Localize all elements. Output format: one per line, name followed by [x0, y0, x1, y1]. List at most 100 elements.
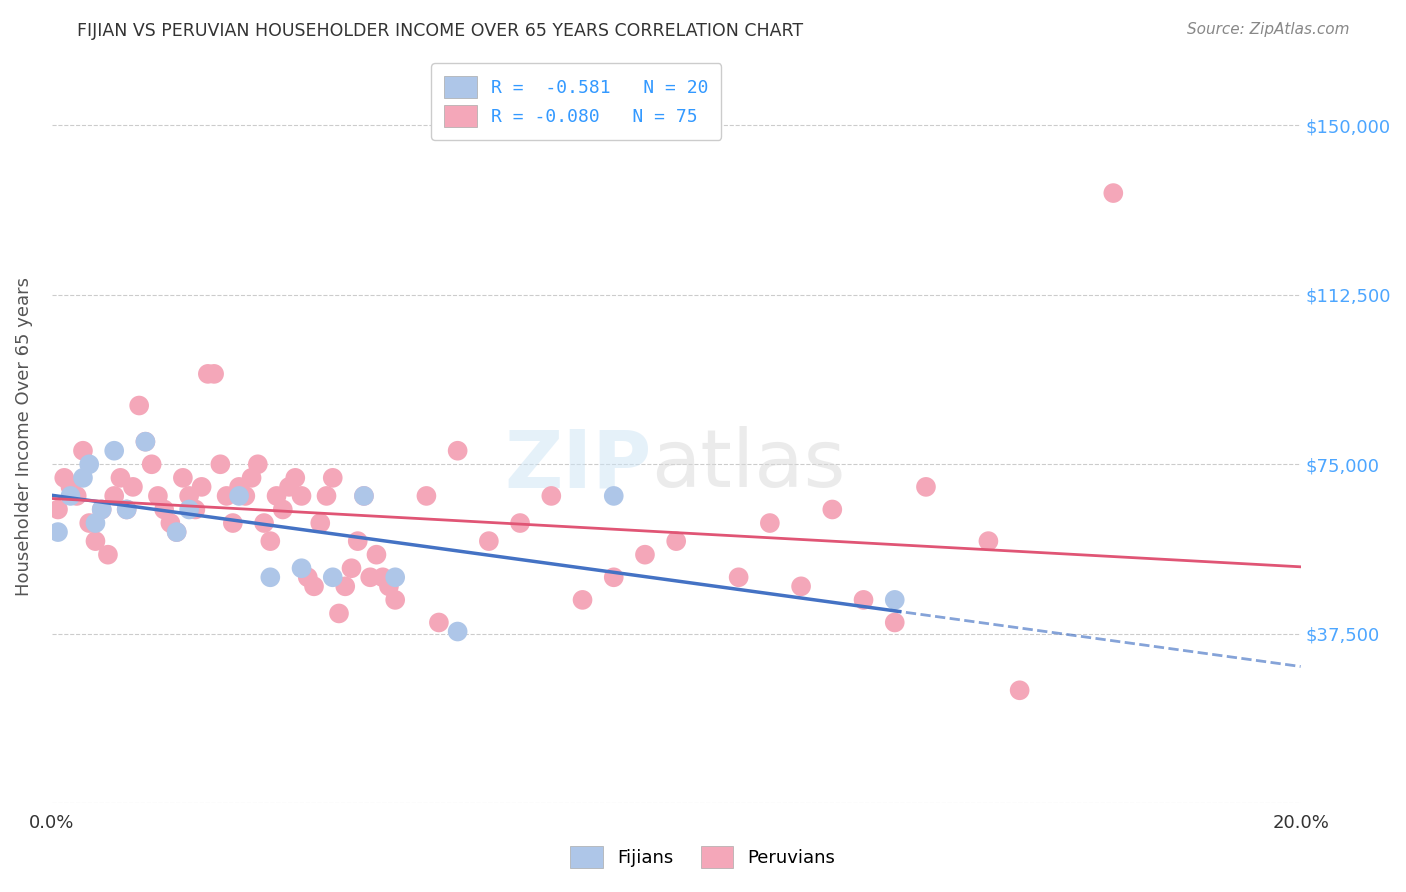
- Legend: R =  -0.581   N = 20, R = -0.080   N = 75: R = -0.581 N = 20, R = -0.080 N = 75: [432, 63, 721, 140]
- Point: [852, 593, 875, 607]
- Point: [103, 443, 125, 458]
- Point: [77, 516, 100, 530]
- Point: [603, 570, 626, 584]
- Point: [290, 489, 312, 503]
- Y-axis label: Householder Income Over 65 years: Householder Income Over 65 years: [15, 277, 32, 596]
- Point: [297, 570, 319, 584]
- Point: [46, 502, 69, 516]
- Point: [46, 525, 69, 540]
- Point: [97, 548, 120, 562]
- Point: [233, 489, 256, 503]
- Point: [540, 489, 562, 503]
- Point: [84, 534, 107, 549]
- Point: [883, 615, 905, 630]
- Point: [478, 534, 501, 549]
- Point: [366, 548, 388, 562]
- Point: [179, 489, 201, 503]
- Point: [977, 534, 1000, 549]
- Point: [115, 502, 138, 516]
- Legend: Fijians, Peruvians: Fijians, Peruvians: [560, 835, 846, 879]
- Point: [322, 570, 344, 584]
- Point: [128, 399, 150, 413]
- Point: [134, 434, 156, 449]
- Point: [346, 534, 368, 549]
- Point: [335, 579, 357, 593]
- Point: [446, 624, 468, 639]
- Point: [278, 480, 301, 494]
- Point: [727, 570, 749, 584]
- Point: [371, 570, 394, 584]
- Point: [90, 502, 112, 516]
- Text: FIJIAN VS PERUVIAN HOUSEHOLDER INCOME OVER 65 YEARS CORRELATION CHART: FIJIAN VS PERUVIAN HOUSEHOLDER INCOME OV…: [77, 22, 803, 40]
- Point: [302, 579, 325, 593]
- Point: [315, 489, 337, 503]
- Point: [166, 525, 188, 540]
- Point: [240, 471, 263, 485]
- Point: [179, 502, 201, 516]
- Point: [359, 570, 381, 584]
- Point: [322, 471, 344, 485]
- Point: [790, 579, 813, 593]
- Point: [353, 489, 375, 503]
- Point: [271, 502, 294, 516]
- Point: [253, 516, 276, 530]
- Point: [284, 471, 307, 485]
- Point: [665, 534, 688, 549]
- Point: [1102, 186, 1125, 200]
- Point: [290, 561, 312, 575]
- Point: [115, 502, 138, 516]
- Point: [309, 516, 332, 530]
- Point: [172, 471, 194, 485]
- Point: [184, 502, 207, 516]
- Point: [634, 548, 657, 562]
- Point: [328, 607, 350, 621]
- Text: ZIP: ZIP: [503, 426, 651, 504]
- Point: [53, 471, 76, 485]
- Point: [353, 489, 375, 503]
- Point: [246, 457, 269, 471]
- Point: [202, 367, 225, 381]
- Point: [427, 615, 450, 630]
- Point: [122, 480, 145, 494]
- Point: [66, 489, 89, 503]
- Point: [159, 516, 181, 530]
- Point: [197, 367, 219, 381]
- Point: [166, 525, 188, 540]
- Point: [90, 502, 112, 516]
- Point: [59, 480, 82, 494]
- Point: [915, 480, 938, 494]
- Point: [415, 489, 437, 503]
- Point: [209, 457, 232, 471]
- Point: [77, 457, 100, 471]
- Point: [384, 570, 406, 584]
- Point: [146, 489, 169, 503]
- Point: [110, 471, 132, 485]
- Point: [259, 570, 281, 584]
- Point: [228, 489, 250, 503]
- Point: [759, 516, 782, 530]
- Text: atlas: atlas: [651, 426, 845, 504]
- Point: [266, 489, 288, 503]
- Point: [1008, 683, 1031, 698]
- Point: [72, 443, 94, 458]
- Point: [603, 489, 626, 503]
- Point: [259, 534, 281, 549]
- Point: [821, 502, 844, 516]
- Point: [59, 489, 82, 503]
- Text: Source: ZipAtlas.com: Source: ZipAtlas.com: [1187, 22, 1350, 37]
- Point: [103, 489, 125, 503]
- Point: [446, 443, 468, 458]
- Point: [141, 457, 163, 471]
- Point: [222, 516, 245, 530]
- Point: [883, 593, 905, 607]
- Point: [378, 579, 401, 593]
- Point: [153, 502, 176, 516]
- Point: [72, 471, 94, 485]
- Point: [509, 516, 531, 530]
- Point: [340, 561, 363, 575]
- Point: [215, 489, 238, 503]
- Point: [190, 480, 212, 494]
- Point: [134, 434, 156, 449]
- Point: [84, 516, 107, 530]
- Point: [228, 480, 250, 494]
